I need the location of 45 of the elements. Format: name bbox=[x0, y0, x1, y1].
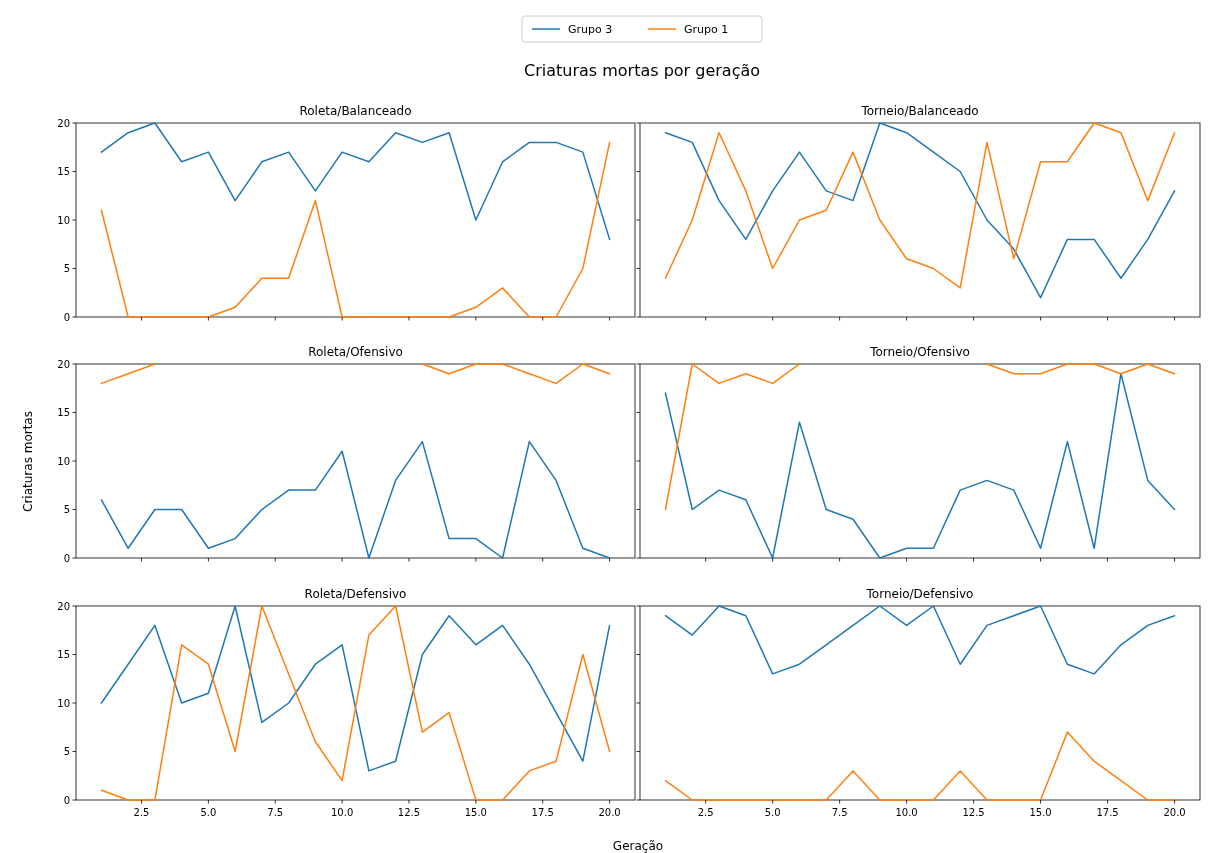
x-tick-label: 12.5 bbox=[962, 807, 985, 818]
y-tick-label: 5 bbox=[63, 263, 70, 274]
y-tick-label: 20 bbox=[57, 358, 70, 370]
x-tick-label: 2.5 bbox=[133, 807, 150, 818]
legend-label: Grupo 3 bbox=[568, 23, 613, 36]
chart-title: Torneio/Defensivo bbox=[865, 587, 974, 601]
y-tick-label: 10 bbox=[57, 697, 70, 709]
y-tick-label: 20 bbox=[57, 117, 70, 129]
x-tick-label: 5.0 bbox=[200, 807, 217, 818]
y-tick-label: 0 bbox=[63, 552, 70, 564]
x-tick-label: 10.0 bbox=[330, 807, 354, 818]
x-tick-label: 7.5 bbox=[267, 807, 284, 818]
y-tick-label: 5 bbox=[63, 504, 70, 515]
chart-title: Roleta/Balanceado bbox=[299, 104, 412, 118]
y-axis-title: Criaturas mortas bbox=[21, 411, 35, 512]
x-axis-title: Geração bbox=[612, 839, 664, 853]
x-tick-label: 15.0 bbox=[1029, 807, 1052, 818]
x-tick-label: 2.5 bbox=[697, 807, 714, 818]
chart-title: Roleta/Defensivo bbox=[304, 587, 407, 601]
y-tick-label: 10 bbox=[57, 214, 70, 226]
line-series bbox=[100, 122, 611, 241]
chart-title: Torneio/Ofensivo bbox=[869, 345, 970, 359]
y-tick-label: 15 bbox=[57, 649, 70, 660]
y-tick-label: 0 bbox=[63, 311, 70, 323]
y-tick-label: 10 bbox=[57, 455, 70, 467]
x-tick-label: 10.0 bbox=[895, 807, 918, 818]
x-tick-label: 15.0 bbox=[464, 807, 487, 818]
line-series bbox=[100, 141, 611, 318]
x-tick-label: 17.5 bbox=[531, 807, 554, 818]
line-series bbox=[100, 440, 611, 559]
y-tick-label: 15 bbox=[57, 166, 70, 177]
legend-label: Grupo 1 bbox=[684, 23, 729, 36]
x-tick-label: 5.0 bbox=[764, 807, 781, 818]
x-tick-label: 17.5 bbox=[1096, 807, 1119, 818]
x-tick-label: 7.5 bbox=[831, 807, 848, 818]
chart-title: Roleta/Ofensivo bbox=[308, 345, 403, 359]
y-tick-label: 0 bbox=[63, 794, 70, 806]
x-tick-label: 20.0 bbox=[598, 807, 621, 818]
y-tick-label: 15 bbox=[57, 407, 70, 418]
y-tick-label: 5 bbox=[63, 746, 70, 757]
text: Criaturas mortas por geração bbox=[523, 61, 761, 80]
x-tick-label: 20.0 bbox=[1163, 807, 1186, 818]
y-tick-label: 20 bbox=[57, 600, 70, 612]
x-tick-label: 12.5 bbox=[397, 807, 421, 818]
chart-title: Torneio/Balanceado bbox=[860, 104, 979, 118]
